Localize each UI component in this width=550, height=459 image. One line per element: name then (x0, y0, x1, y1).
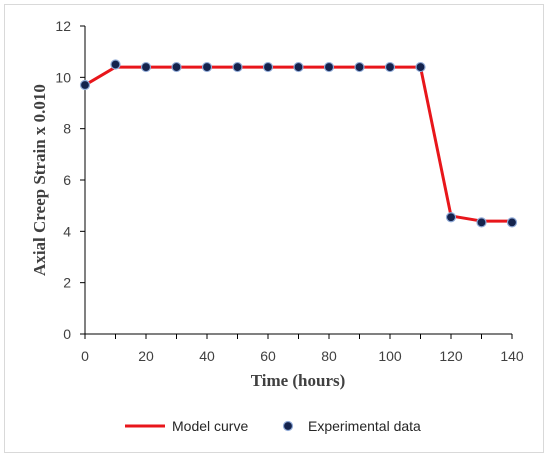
data-point-experimental (415, 61, 426, 73)
x-tick-label: 140 (500, 348, 524, 364)
y-tick-label: 8 (63, 121, 71, 137)
data-point-experimental (293, 61, 304, 73)
x-tick-label: 40 (199, 348, 215, 364)
data-point-experimental (79, 79, 91, 91)
data-point-experimental (445, 212, 457, 223)
x-tick-label: 100 (378, 348, 402, 364)
x-tick-label: 0 (81, 348, 89, 364)
plot-area: 0 2 4 6 8 10 12 0 20 40 60 80 100 120 140 (55, 18, 523, 364)
y-tick-label: 4 (63, 223, 71, 239)
data-point-experimental (476, 217, 487, 228)
y-tick-label: 2 (63, 275, 71, 291)
x-tick-label: 60 (260, 348, 276, 364)
x-tick-label: 20 (138, 348, 154, 364)
data-point-experimental (384, 61, 396, 73)
data-point-experimental (506, 217, 518, 228)
legend-label-model-curve: Model curve (172, 418, 248, 434)
data-point-experimental (262, 61, 274, 73)
data-point-experimental (201, 61, 213, 73)
data-point-experimental (354, 61, 365, 73)
data-point-experimental (171, 61, 182, 73)
legend-label-experimental-data: Experimental data (308, 418, 421, 434)
x-tick-label: 80 (321, 348, 337, 364)
y-tick-label: 12 (55, 18, 71, 34)
x-ticks: 0 20 40 60 80 100 120 140 (81, 334, 524, 364)
series-line-model-curve (84, 65, 512, 223)
x-axis-title: Time (hours) (251, 371, 346, 390)
y-axis-title: Axial Creep Strain x 0.010 (30, 84, 49, 276)
y-tick-label: 10 (55, 69, 71, 85)
legend: Model curve Experimental data (125, 418, 421, 434)
legend-swatch-experimental-data (282, 420, 294, 432)
y-tick-label: 0 (63, 326, 71, 342)
data-point-experimental (140, 61, 152, 73)
x-tick-label: 120 (439, 348, 463, 364)
y-tick-label: 6 (63, 172, 71, 188)
series-layer (79, 59, 518, 228)
data-point-experimental (110, 59, 121, 70)
data-point-experimental (323, 61, 335, 73)
y-ticks: 0 2 4 6 8 10 12 (55, 18, 85, 342)
data-point-experimental (232, 61, 243, 73)
